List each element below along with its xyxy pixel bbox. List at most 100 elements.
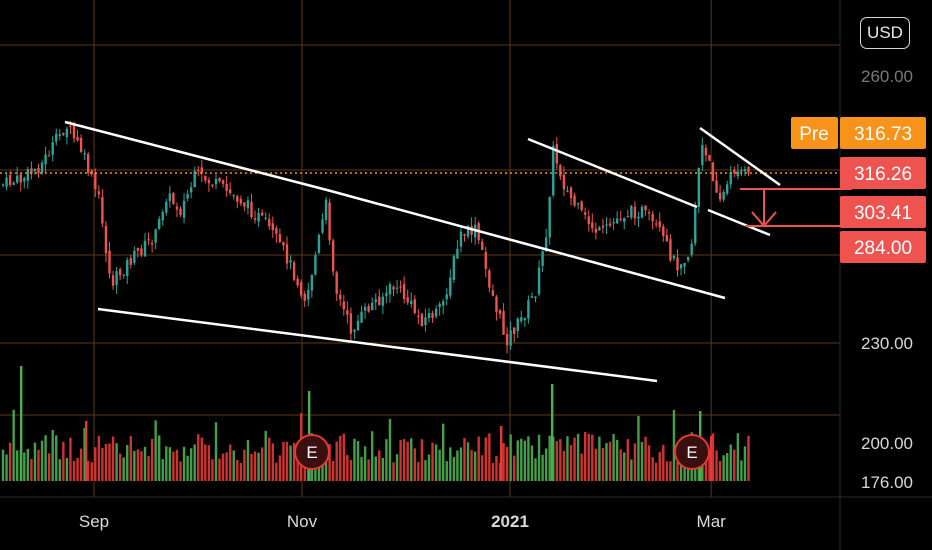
candle-208 [740,170,743,172]
volume-bar-161 [573,437,576,481]
candle-199 [708,154,711,161]
candle-198 [704,147,708,156]
candle-77 [275,228,278,234]
volume-bar-112 [399,439,402,481]
volume-bar-129 [459,447,463,481]
candle-174 [619,218,622,221]
candle-36 [129,258,132,265]
candle-127 [452,256,456,280]
candle-41 [147,239,150,241]
candle-81 [289,260,292,263]
candle-168 [598,227,601,231]
candle-169 [601,225,605,228]
volume-bar-171 [608,441,612,481]
candle-98 [349,313,353,334]
candle-30 [108,250,111,274]
candle-35 [126,260,129,276]
candle-204 [726,184,729,194]
candle-191 [679,264,683,269]
candle-189 [672,255,676,259]
volume-bar-79 [282,441,285,481]
volume-bar-37 [133,450,136,481]
candle-75 [268,219,271,227]
candle-5 [19,174,22,183]
volume-bar-164 [584,431,587,481]
candle-28 [101,197,104,224]
volume-bar-203 [722,455,725,481]
price-tick-1: 230.00 [861,334,913,353]
candle-190 [676,257,679,271]
candle-32 [115,271,118,285]
candle-9 [33,168,37,172]
candle-102 [363,307,367,311]
earnings-marker-1 [674,434,710,470]
currency-button[interactable]: USD [860,17,910,49]
candle-129 [459,231,463,247]
candle-27 [97,191,101,195]
candle-23 [83,153,86,155]
volume-bar-27 [97,435,101,481]
volume-bar-169 [601,448,605,481]
volume-bar-58 [207,445,211,481]
volume-bar-127 [452,457,456,481]
candle-20 [72,123,76,139]
candle-22 [79,137,83,153]
volume-bar-168 [598,436,601,481]
candle-93 [331,240,335,272]
volume-bar-119 [424,460,427,481]
time-tick-1: Nov [287,512,318,531]
candle-10 [37,167,40,174]
volume-bar-42 [150,438,154,481]
candle-118 [420,313,424,327]
candle-178 [633,206,637,219]
candle-112 [399,286,402,288]
candle-138 [491,290,495,296]
candle-45 [161,212,164,221]
time-axis: Sep Nov 2021 Mar [79,512,726,531]
volume-bar-71 [253,451,257,481]
volume-bar-49 [175,449,179,481]
candle-4 [16,175,19,183]
volume-bar-205 [729,444,732,481]
volume-bar-190 [676,462,679,481]
volume-bar-154 [548,435,551,481]
volume-bar-69 [246,440,250,481]
volume-bar-47 [168,447,172,481]
candle-139 [495,296,498,312]
volume-bar-139 [495,455,498,481]
volume-bar-147 [523,440,527,481]
candle-59 [211,184,214,186]
candle-17 [62,132,65,135]
volume-bar-75 [268,437,271,481]
volume-bar-93 [331,461,335,481]
volume-bar-23 [83,427,86,481]
candle-86 [307,289,310,300]
volume-bar-24 [87,460,90,481]
candle-13 [47,155,51,157]
volume-bar-145 [516,440,519,481]
candle-175 [623,218,626,223]
volume-bar-64 [229,444,232,481]
candle-125 [445,294,448,300]
candle-57 [204,175,207,181]
volume-bar-123 [438,449,441,481]
volume-bar-26 [94,447,97,481]
volume-bar-166 [591,434,594,481]
volume-bar-50 [179,461,182,481]
candle-105 [374,299,377,303]
candle-49 [175,206,179,210]
volume-bar-7 [26,448,30,481]
volume-bar-107 [381,457,385,481]
volume-bar-54 [193,444,196,481]
volume-bar-150 [534,458,537,481]
candle-69 [246,200,250,209]
candle-155 [552,145,555,196]
candle-165 [587,216,590,225]
candle-83 [296,278,299,286]
volume-bar-25 [90,462,93,481]
volume-bar-181 [644,436,647,481]
candle-131 [466,226,470,237]
volume-spike-2 [551,384,554,481]
volume-bar-46 [165,446,168,481]
